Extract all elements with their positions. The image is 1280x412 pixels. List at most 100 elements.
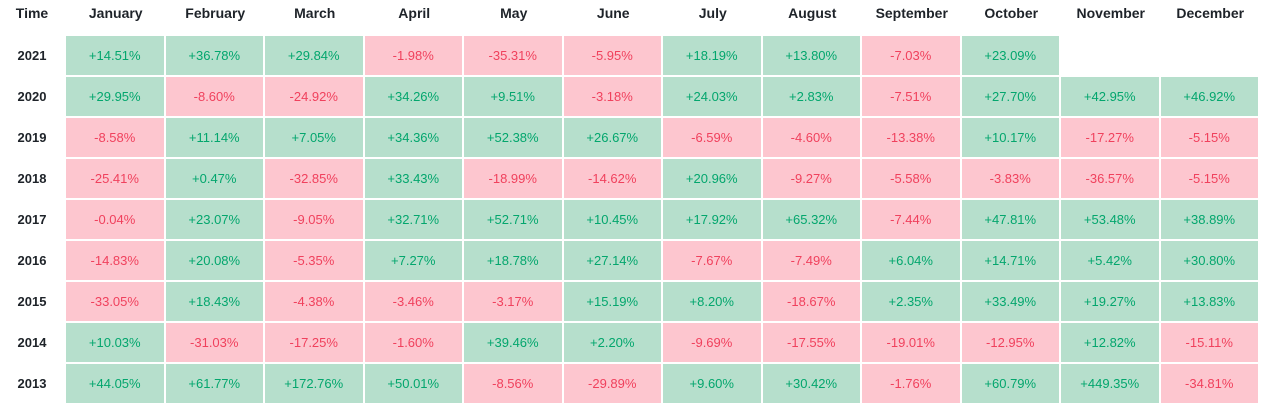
return-cell-2017-march: -9.05% (265, 200, 363, 239)
return-cell-2018-july: +20.96% (663, 159, 761, 198)
return-cell-2021-september: -7.03% (862, 36, 960, 75)
return-cell-2014-april: -1.60% (364, 323, 462, 362)
return-cell-2017-october: +47.81% (961, 200, 1059, 239)
return-cell-2017-may: +52.71% (464, 200, 562, 239)
return-cell-2013-december: -34.81% (1160, 364, 1258, 403)
column-header-august: August (788, 5, 837, 21)
row-label-2019: 2019 (17, 130, 47, 145)
row-label-2018: 2018 (17, 171, 47, 186)
column-header-time: Time (15, 5, 49, 21)
return-cell-2020-march: -24.92% (265, 77, 363, 116)
return-cell-2016-october: +14.71% (961, 241, 1059, 280)
return-cell-2014-may: +39.46% (464, 323, 562, 362)
return-cell-2016-march: -5.35% (265, 241, 363, 280)
return-cell-2018-march: -32.85% (265, 159, 363, 198)
return-cell-2014-march: -17.25% (265, 323, 363, 362)
return-cell-2013-november: +449.35% (1061, 364, 1159, 403)
return-cell-2015-september: +2.35% (862, 282, 960, 321)
return-cell-2015-august: -18.67% (762, 282, 860, 321)
return-cell-2018-january: -25.41% (66, 159, 164, 198)
return-cell-2020-february: -8.60% (165, 77, 263, 116)
return-cell-2016-january: -14.83% (66, 241, 164, 280)
return-cell-2017-february: +23.07% (165, 200, 263, 239)
column-header-december: December (1176, 5, 1245, 21)
return-cell-2018-april: +33.43% (364, 159, 462, 198)
return-cell-2016-june: +27.14% (563, 241, 661, 280)
return-cell-2020-november: +42.95% (1061, 77, 1159, 116)
column-header-february: February (185, 5, 246, 21)
return-cell-2016-february: +20.08% (165, 241, 263, 280)
return-cell-2017-september: -7.44% (862, 200, 960, 239)
column-header-october: October (984, 5, 1039, 21)
return-cell-2015-december: +13.83% (1160, 282, 1258, 321)
return-cell-2020-december: +46.92% (1160, 77, 1258, 116)
row-label-2021: 2021 (17, 48, 47, 63)
return-cell-2014-november: +12.82% (1061, 323, 1159, 362)
row-label-2016: 2016 (17, 253, 47, 268)
column-header-july: July (698, 5, 727, 21)
return-cell-2021-july: +18.19% (663, 36, 761, 75)
return-cell-2015-may: -3.17% (464, 282, 562, 321)
return-cell-2013-july: +9.60% (663, 364, 761, 403)
return-cell-2013-february: +61.77% (165, 364, 263, 403)
return-cell-2014-august: -17.55% (762, 323, 860, 362)
return-cell-2020-july: +24.03% (663, 77, 761, 116)
column-header-september: September (875, 5, 948, 21)
row-label-2013: 2013 (17, 376, 47, 391)
return-cell-2013-may: -8.56% (464, 364, 562, 403)
return-cell-2013-april: +50.01% (364, 364, 462, 403)
return-cell-2021-may: -35.31% (464, 36, 562, 75)
return-cell-2013-september: -1.76% (862, 364, 960, 403)
return-cell-2021-october: +23.09% (961, 36, 1059, 75)
return-cell-2014-october: -12.95% (961, 323, 1059, 362)
return-cell-2014-february: -31.03% (165, 323, 263, 362)
column-header-may: May (500, 5, 528, 21)
return-cell-2015-february: +18.43% (165, 282, 263, 321)
return-cell-2015-march: -4.38% (265, 282, 363, 321)
return-cell-2015-january: -33.05% (66, 282, 164, 321)
return-cell-2021-april: -1.98% (364, 36, 462, 75)
column-header-november: November (1076, 5, 1145, 21)
return-cell-2018-august: -9.27% (762, 159, 860, 198)
return-cell-2018-may: -18.99% (464, 159, 562, 198)
return-cell-2017-november: +53.48% (1061, 200, 1159, 239)
return-cell-2021-august: +13.80% (762, 36, 860, 75)
return-cell-2013-october: +60.79% (961, 364, 1059, 403)
return-cell-2017-august: +65.32% (762, 200, 860, 239)
return-cell-2016-september: +6.04% (862, 241, 960, 280)
return-cell-2017-july: +17.92% (663, 200, 761, 239)
return-cell-2015-june: +15.19% (563, 282, 661, 321)
return-cell-2018-october: -3.83% (961, 159, 1059, 198)
return-cell-2013-june: -29.89% (563, 364, 661, 403)
return-cell-2016-july: -7.67% (663, 241, 761, 280)
return-cell-2019-july: -6.59% (663, 118, 761, 157)
return-cell-2019-april: +34.36% (364, 118, 462, 157)
return-cell-2018-november: -36.57% (1061, 159, 1159, 198)
return-cell-2014-january: +10.03% (66, 323, 164, 362)
return-cell-2013-january: +44.05% (66, 364, 164, 403)
return-cell-2016-may: +18.78% (464, 241, 562, 280)
return-cell-2020-january: +29.95% (66, 77, 164, 116)
return-cell-2014-june: +2.20% (563, 323, 661, 362)
return-cell-2015-october: +33.49% (961, 282, 1059, 321)
return-cell-2014-december: -15.11% (1160, 323, 1258, 362)
return-cell-2016-august: -7.49% (762, 241, 860, 280)
return-cell-2013-august: +30.42% (762, 364, 860, 403)
return-cell-2021-march: +29.84% (265, 36, 363, 75)
return-cell-2016-april: +7.27% (364, 241, 462, 280)
return-cell-2017-june: +10.45% (563, 200, 661, 239)
return-cell-2019-june: +26.67% (563, 118, 661, 157)
return-cell-2015-april: -3.46% (364, 282, 462, 321)
return-cell-2015-november: +19.27% (1061, 282, 1159, 321)
return-cell-2019-may: +52.38% (464, 118, 562, 157)
column-header-april: April (398, 5, 431, 21)
return-cell-2017-april: +32.71% (364, 200, 462, 239)
row-label-2020: 2020 (17, 89, 47, 104)
return-cell-2019-february: +11.14% (165, 118, 263, 157)
return-cell-2017-december: +38.89% (1160, 200, 1258, 239)
row-label-2014: 2014 (17, 335, 47, 350)
return-cell-2018-september: -5.58% (862, 159, 960, 198)
return-cell-2013-march: +172.76% (265, 364, 363, 403)
return-cell-2016-december: +30.80% (1160, 241, 1258, 280)
